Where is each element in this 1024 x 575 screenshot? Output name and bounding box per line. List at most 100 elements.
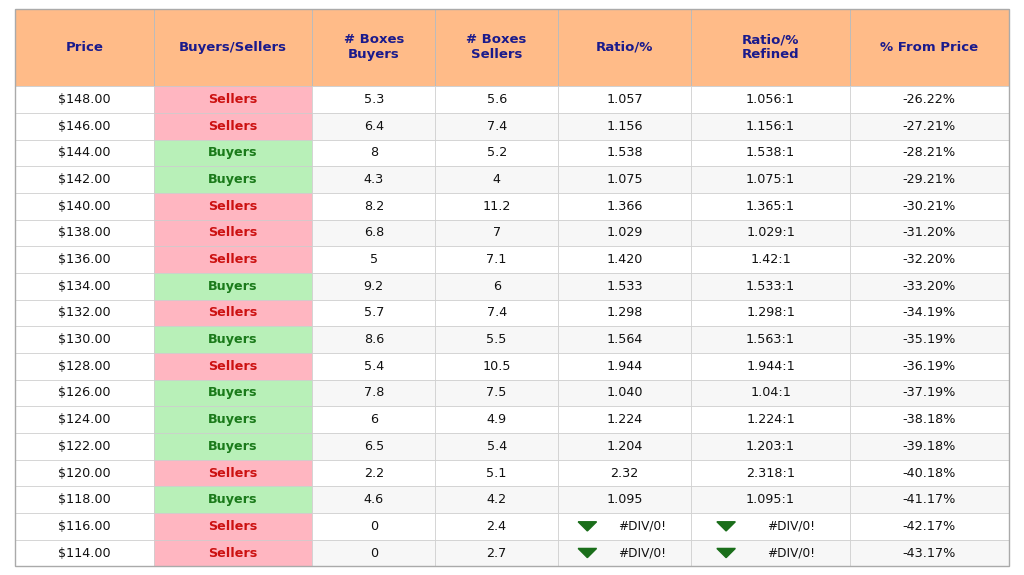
Bar [154, 407, 312, 433]
Bar [15, 166, 154, 193]
Bar [312, 86, 435, 113]
Bar [154, 540, 312, 566]
Text: 2.318:1: 2.318:1 [746, 466, 795, 480]
Bar [15, 273, 154, 300]
Text: -41.17%: -41.17% [902, 493, 956, 506]
Bar [312, 113, 435, 140]
Text: Buyers/Sellers: Buyers/Sellers [179, 41, 287, 54]
Text: -28.21%: -28.21% [902, 147, 956, 159]
Text: -27.21%: -27.21% [902, 120, 956, 133]
Bar [154, 9, 312, 86]
Bar [435, 140, 558, 166]
Bar [15, 86, 154, 113]
Text: 1.298: 1.298 [606, 306, 643, 320]
Text: 8: 8 [370, 147, 378, 159]
Text: 8.6: 8.6 [364, 333, 384, 346]
Text: $146.00: $146.00 [58, 120, 111, 133]
Bar [154, 353, 312, 380]
Bar [850, 540, 1009, 566]
Bar [435, 380, 558, 407]
Bar [154, 166, 312, 193]
Text: 8.2: 8.2 [364, 200, 384, 213]
Bar [691, 86, 850, 113]
Bar [558, 86, 691, 113]
Bar [691, 353, 850, 380]
Text: 5.1: 5.1 [486, 466, 507, 480]
Bar [312, 220, 435, 246]
Text: 1.156:1: 1.156:1 [746, 120, 795, 133]
Text: 1.095: 1.095 [606, 493, 643, 506]
Bar [435, 220, 558, 246]
Text: # Boxes
Buyers: # Boxes Buyers [344, 33, 403, 62]
Bar [15, 246, 154, 273]
Text: 10.5: 10.5 [482, 360, 511, 373]
Text: 6: 6 [370, 413, 378, 426]
Text: Buyers: Buyers [208, 413, 258, 426]
Bar [312, 246, 435, 273]
Text: 5.2: 5.2 [486, 147, 507, 159]
Bar [435, 193, 558, 220]
Text: -39.18%: -39.18% [902, 440, 956, 453]
Bar [154, 86, 312, 113]
Bar [312, 166, 435, 193]
Bar [154, 327, 312, 353]
Bar [691, 166, 850, 193]
Bar [15, 140, 154, 166]
Bar [154, 193, 312, 220]
Text: 1.365:1: 1.365:1 [746, 200, 795, 213]
Text: -34.19%: -34.19% [902, 306, 956, 320]
Bar [154, 246, 312, 273]
Bar [435, 273, 558, 300]
Bar [154, 433, 312, 459]
Bar [558, 380, 691, 407]
Bar [15, 380, 154, 407]
Bar [850, 166, 1009, 193]
Text: $122.00: $122.00 [58, 440, 111, 453]
Text: 1.04:1: 1.04:1 [751, 386, 791, 400]
Bar [850, 353, 1009, 380]
Bar [691, 113, 850, 140]
Text: 1.075:1: 1.075:1 [746, 173, 795, 186]
Text: 0: 0 [370, 520, 378, 533]
Bar [435, 166, 558, 193]
Text: Sellers: Sellers [208, 200, 258, 213]
Bar [154, 273, 312, 300]
Bar [154, 220, 312, 246]
Text: 1.029:1: 1.029:1 [746, 227, 795, 239]
Text: # Boxes
Sellers: # Boxes Sellers [467, 33, 526, 62]
Text: 1.563:1: 1.563:1 [746, 333, 795, 346]
Bar [691, 513, 850, 540]
Bar [558, 407, 691, 433]
Bar [435, 9, 558, 86]
Text: 11.2: 11.2 [482, 200, 511, 213]
Bar [154, 113, 312, 140]
Bar [435, 353, 558, 380]
Bar [558, 166, 691, 193]
Text: 5.4: 5.4 [364, 360, 384, 373]
Bar [15, 193, 154, 220]
Bar [850, 433, 1009, 459]
Text: % From Price: % From Price [881, 41, 978, 54]
Text: 1.156: 1.156 [606, 120, 643, 133]
Bar [435, 86, 558, 113]
Bar [558, 540, 691, 566]
Bar [691, 220, 850, 246]
Text: -29.21%: -29.21% [903, 173, 955, 186]
Bar [850, 113, 1009, 140]
Text: 6: 6 [493, 280, 501, 293]
Bar [558, 459, 691, 486]
Text: Sellers: Sellers [208, 520, 258, 533]
Bar [558, 140, 691, 166]
Text: 1.075: 1.075 [606, 173, 643, 186]
Text: Buyers: Buyers [208, 493, 258, 506]
Bar [312, 459, 435, 486]
Bar [558, 353, 691, 380]
Bar [850, 246, 1009, 273]
Text: 2.32: 2.32 [610, 466, 639, 480]
Bar [850, 327, 1009, 353]
Bar [435, 113, 558, 140]
Bar [312, 9, 435, 86]
Text: 0: 0 [370, 547, 378, 559]
Text: -31.20%: -31.20% [902, 227, 956, 239]
Bar [850, 140, 1009, 166]
